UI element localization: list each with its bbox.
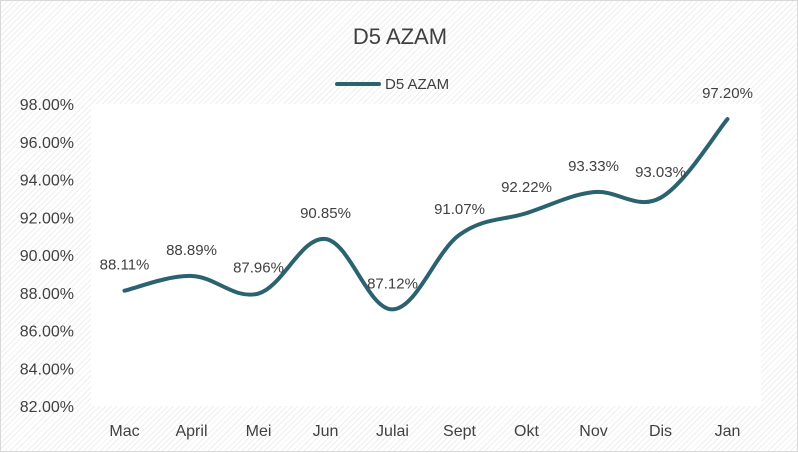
data-label: 90.85% — [300, 205, 351, 222]
plot-area — [91, 104, 761, 406]
chart-title: D5 AZAM — [353, 24, 447, 49]
data-label: 87.96% — [233, 260, 284, 277]
data-label: 92.22% — [501, 179, 552, 196]
y-tick-label: 92.00% — [20, 210, 74, 227]
x-tick-label: Julai — [376, 423, 409, 440]
legend: D5 AZAM — [335, 76, 449, 93]
data-labels: 88.11% 88.89% 87.96% 90.85% 87.12% 91.07% 92.2… — [100, 85, 753, 292]
y-tick-label: 90.00% — [20, 248, 74, 265]
data-label: 97.20% — [702, 85, 753, 102]
data-label: 88.89% — [166, 242, 217, 259]
x-tick-label: Jan — [715, 423, 741, 440]
series-line-d5-azam — [122, 117, 730, 312]
x-tick-label: Jun — [313, 423, 339, 440]
data-label: 91.07% — [434, 201, 485, 218]
x-tick-label: Sept — [443, 423, 476, 440]
data-label: 93.33% — [568, 158, 619, 175]
y-tick-label: 84.00% — [20, 361, 74, 378]
y-axis-ticks: 82.00% 84.00% 86.00% 88.00% 90.00% 92.00% 94.0… — [20, 97, 74, 416]
y-tick-label: 94.00% — [20, 173, 74, 190]
data-label: 93.03% — [635, 164, 686, 181]
y-tick-label: 98.00% — [20, 97, 74, 114]
x-tick-label: Nov — [579, 423, 607, 440]
y-tick-label: 86.00% — [20, 324, 74, 341]
data-label: 88.11% — [100, 257, 150, 274]
data-label: 87.12% — [367, 275, 418, 292]
y-tick-label: 88.00% — [20, 286, 74, 303]
legend-label: D5 AZAM — [385, 76, 449, 93]
x-tick-label: Mac — [109, 423, 139, 440]
x-tick-label: April — [175, 423, 207, 440]
y-tick-label: 82.00% — [20, 399, 74, 416]
y-tick-label: 96.00% — [20, 135, 74, 152]
x-tick-label: Okt — [514, 423, 539, 440]
x-tick-label: Dis — [649, 423, 672, 440]
x-tick-label: Mei — [246, 423, 272, 440]
x-axis-ticks: Mac April Mei Jun Julai Sept Okt Nov Dis Jan — [109, 423, 740, 440]
